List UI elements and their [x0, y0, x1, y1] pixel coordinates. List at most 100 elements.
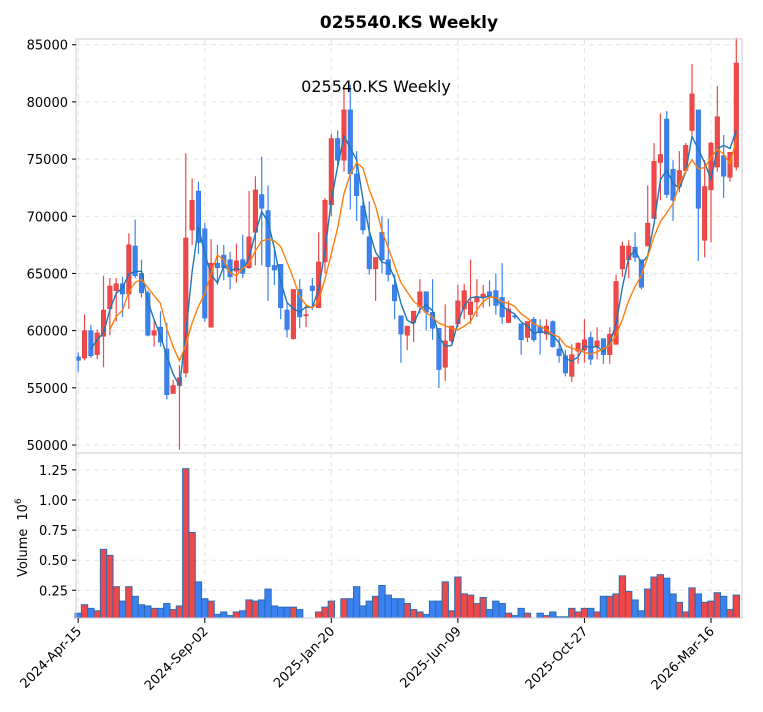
volume-bar: [473, 603, 481, 619]
volume-bar: [403, 603, 411, 619]
price-tick-label: 55000: [27, 382, 68, 397]
volume-bar: [207, 600, 215, 619]
candle: [594, 327, 600, 360]
candle: [670, 160, 676, 221]
candle-body: [518, 323, 524, 341]
volume-bar: [352, 586, 361, 619]
volume-bar: [536, 612, 544, 619]
volume-bar: [156, 607, 165, 619]
moving-average-3-line: [90, 130, 737, 389]
volume-bar: [599, 595, 608, 619]
volume-bar: [707, 600, 715, 619]
volume-bar: [498, 603, 506, 619]
candle: [702, 160, 708, 258]
candle-body: [94, 332, 100, 355]
candle: [575, 342, 581, 364]
candle: [126, 233, 132, 309]
candle-body: [126, 244, 132, 295]
volume-bar: [504, 612, 513, 619]
candle-body: [208, 262, 214, 328]
volume-bar: [593, 611, 601, 619]
candle-body: [594, 340, 600, 347]
candle-body: [297, 289, 303, 318]
candle: [562, 350, 568, 377]
volume-bar: [118, 600, 127, 619]
volume-bar: [245, 599, 253, 619]
candle: [94, 329, 100, 360]
candle-body: [398, 315, 404, 335]
volume-bar: [428, 600, 437, 619]
volume-bar: [637, 610, 646, 619]
candle-body: [474, 297, 480, 303]
volume-bar: [713, 592, 721, 619]
x-tick-label: 2025-Oct-27: [523, 624, 591, 692]
candle: [145, 290, 151, 337]
candle: [468, 259, 474, 324]
volume-bar: [625, 591, 633, 619]
candle-body: [392, 284, 398, 302]
candle-body: [278, 264, 284, 309]
volume-bar: [270, 605, 279, 619]
volume-bar: [239, 610, 247, 619]
candle-body: [259, 194, 265, 209]
volume-tick-label: 1.25: [39, 464, 68, 479]
candle-body: [385, 259, 391, 275]
candle: [271, 249, 277, 285]
candle: [721, 135, 727, 198]
candle: [290, 289, 296, 340]
candle: [303, 304, 309, 328]
volume-bar: [112, 586, 120, 619]
candle: [113, 278, 119, 322]
volume-bar: [675, 601, 684, 619]
candle-body: [733, 62, 739, 168]
volume-tick-label: 0.25: [39, 584, 68, 599]
candle: [398, 315, 404, 363]
volume-bar: [466, 594, 475, 619]
volume-bar: [726, 609, 734, 619]
volume-tick-label: 1.00: [39, 494, 68, 509]
candle: [581, 319, 587, 363]
volume-axis-label: Volume106: [14, 498, 31, 577]
price-tick-label: 70000: [27, 210, 68, 225]
volume-bar: [384, 594, 392, 619]
volume-bar: [327, 600, 335, 619]
volume-bar: [175, 605, 184, 619]
candle: [518, 323, 524, 355]
volume-bar: [346, 598, 354, 619]
volume-bar: [220, 611, 228, 619]
candle-body: [721, 155, 727, 177]
candle: [537, 319, 543, 355]
candle-body: [164, 348, 170, 395]
candle: [619, 241, 625, 277]
volume-bar: [137, 604, 146, 619]
candle-body: [664, 118, 670, 195]
candle-body: [354, 173, 360, 196]
candle-body: [195, 190, 201, 243]
candle-body: [309, 285, 315, 291]
candle: [733, 37, 739, 171]
volume-bar: [460, 593, 468, 619]
candle: [240, 234, 246, 279]
candle: [689, 64, 695, 136]
volume-bar: [663, 577, 671, 619]
price-tick-label: 50000: [27, 439, 68, 454]
candle-body: [461, 290, 467, 310]
volume-bar: [694, 593, 703, 619]
volume-panel-frame: [75, 452, 743, 619]
volume-bar: [650, 576, 658, 619]
candle-body: [588, 337, 594, 360]
volume-bar: [277, 606, 285, 619]
volume-bar: [523, 612, 532, 619]
candle: [360, 201, 366, 235]
volume-bar: [169, 609, 177, 619]
candle: [297, 279, 303, 329]
candle-body: [556, 348, 562, 357]
volume-tick-label: 0.75: [39, 524, 68, 539]
volume-bar: [289, 606, 298, 619]
volume-bar: [182, 468, 190, 619]
candle-body: [170, 385, 176, 394]
candle: [132, 219, 138, 279]
volume-bar: [264, 588, 272, 619]
candle-body: [271, 265, 277, 271]
candle: [88, 324, 94, 359]
